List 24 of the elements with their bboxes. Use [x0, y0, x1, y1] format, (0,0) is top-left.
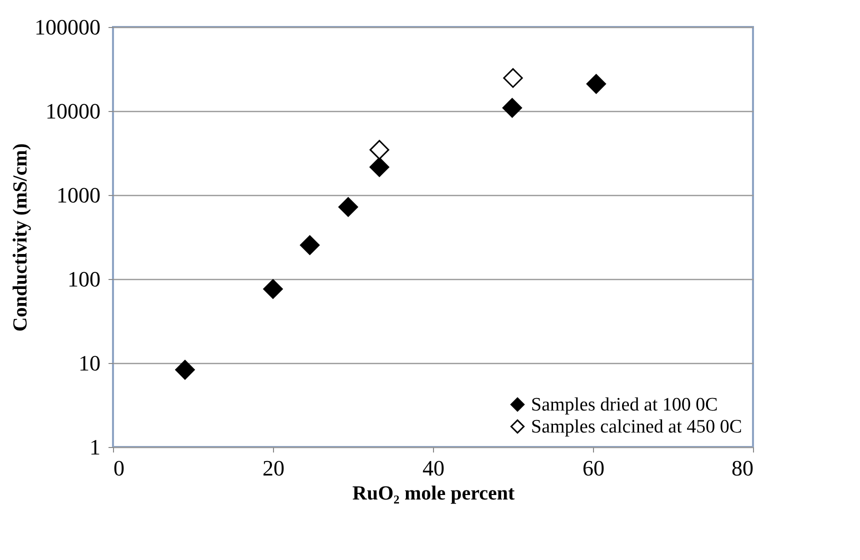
point	[502, 98, 522, 118]
y-tick-label: 10000	[46, 98, 100, 124]
legend-label: Samples calcined at 450 0C	[531, 416, 742, 438]
point	[370, 140, 390, 160]
y-tick-label: 10	[78, 350, 100, 376]
point	[586, 74, 606, 94]
x-tick-label: 80	[732, 456, 754, 480]
point	[370, 157, 390, 177]
y-tick-label: 1000	[56, 182, 100, 208]
x-tick-label: 40	[422, 456, 444, 480]
y-tick-label: 100000	[34, 14, 100, 40]
x-tick-label: 20	[262, 456, 284, 480]
point	[300, 235, 320, 255]
point	[338, 197, 358, 217]
x-tick-label: 60	[582, 456, 604, 480]
point	[175, 360, 195, 380]
y-tick-label: 1	[90, 434, 100, 460]
x-tick-label: 0	[114, 456, 124, 480]
point	[263, 279, 283, 299]
y-axis-title: Conductivity (mS/cm)	[10, 143, 32, 332]
point	[503, 68, 523, 88]
legend-label: Samples dried at 100 0C	[531, 394, 718, 416]
y-tick-label: 100	[68, 266, 100, 292]
x-axis-title: RuO₂ mole percent	[352, 482, 515, 504]
